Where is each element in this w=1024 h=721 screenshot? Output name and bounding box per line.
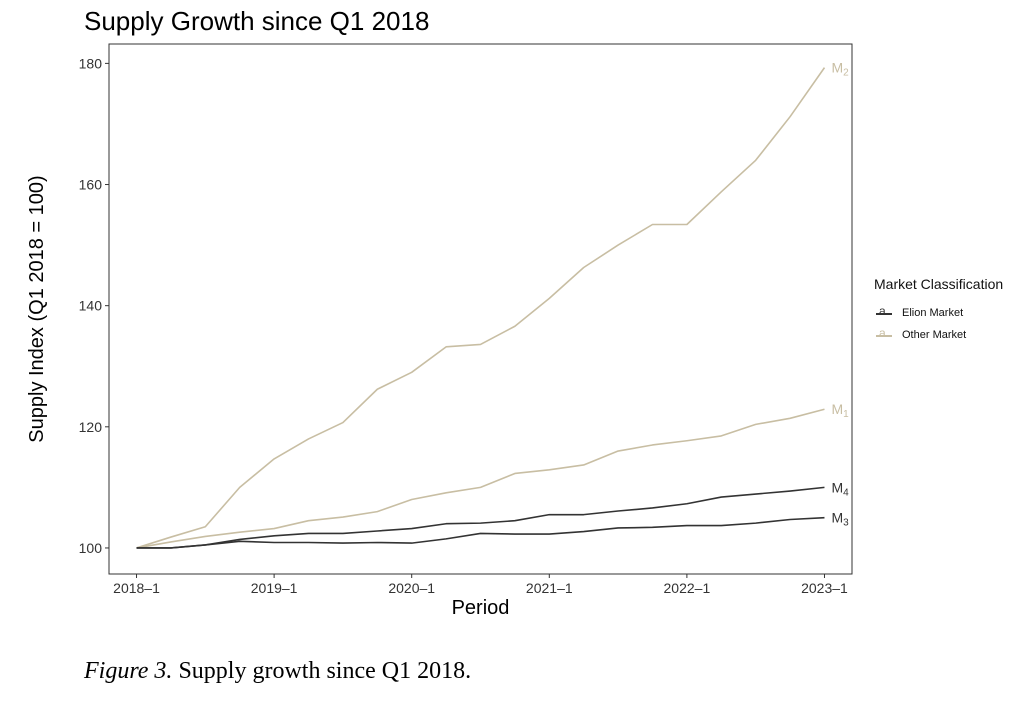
- plot-panel: [108, 43, 853, 575]
- y-tick-label: 140: [79, 298, 103, 314]
- series-end-label-subscript: 2: [843, 68, 849, 79]
- series-end-label-m4: M4: [831, 479, 849, 498]
- series-end-label-subscript: 1: [843, 409, 849, 420]
- legend-item: a Elion Market: [874, 302, 1003, 324]
- series-line-m2: [136, 67, 826, 549]
- x-tick-label: 2023–1: [801, 580, 848, 596]
- legend-key-glyph: a: [879, 326, 886, 340]
- y-tick-label: 180: [79, 55, 103, 71]
- series-line-m3: [136, 516, 825, 549]
- legend-title: Market Classification: [874, 276, 1004, 292]
- y-tick-label: 120: [79, 419, 103, 435]
- series-line-m4: [136, 486, 825, 549]
- figure-caption: Figure 3. Supply growth since Q1 2018.: [84, 658, 471, 685]
- legend-item: a Other Market: [874, 324, 1003, 346]
- series-line-m1: [136, 408, 825, 549]
- figure-label: Figure 3.: [84, 658, 173, 684]
- legend-key: a: [874, 324, 892, 346]
- legend-key-line: [876, 313, 892, 315]
- legend: Market Classification a Elion Market a Othe…: [874, 276, 1003, 346]
- x-tick-label: 2020–1: [388, 580, 435, 596]
- legend-label: Other Market: [902, 329, 967, 341]
- chart-plot: 100 120 140 160 180 2018–1 2019–1 2020–1 2021–1 2…: [26, 43, 853, 619]
- x-axis-title: Period: [452, 597, 510, 619]
- series-end-label-subscript: 4: [843, 487, 849, 498]
- legend-key: a: [874, 302, 892, 324]
- series-end-label-m2: M2: [831, 60, 849, 79]
- x-tick-label: 2018–1: [113, 580, 160, 596]
- x-tick-label: 2022–1: [664, 580, 711, 596]
- x-tick-label: 2019–1: [251, 580, 298, 596]
- y-tick-label: 100: [79, 540, 103, 556]
- y-tick-label: 160: [79, 177, 103, 193]
- legend-label: Elion Market: [902, 307, 964, 319]
- chart-title: Supply Growth since Q1 2018: [84, 6, 430, 36]
- x-tick-label: 2021–1: [526, 580, 573, 596]
- y-axis-title: Supply Index (Q1 2018 = 100): [26, 175, 48, 442]
- legend-key-line: [876, 335, 892, 337]
- series-end-label-m3: M3: [831, 510, 849, 529]
- series-end-label-subscript: 3: [843, 518, 849, 529]
- legend-key-glyph: a: [879, 304, 886, 318]
- caption-text: Supply growth since Q1 2018.: [172, 658, 472, 684]
- series-end-label-m1: M1: [831, 401, 849, 420]
